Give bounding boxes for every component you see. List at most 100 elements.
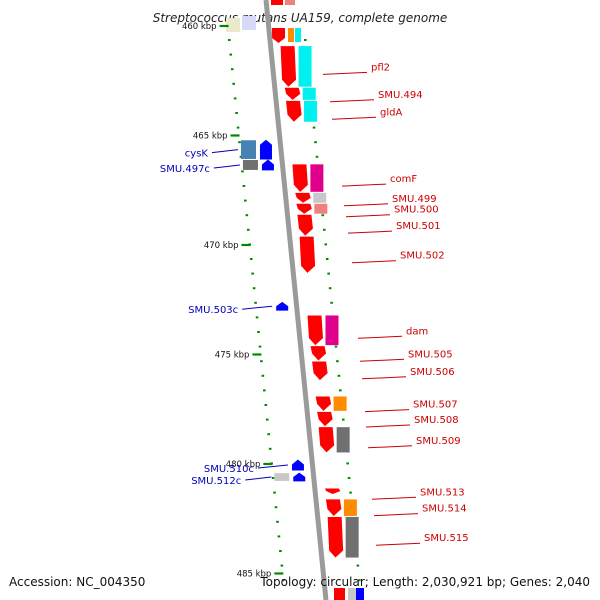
gene-smu-506-label: SMU.506: [410, 367, 455, 378]
edge-gene-block: [334, 588, 345, 600]
kbp-scale-labels: 460 kbp 465 kbp 470 kbp 475 kbp 480 kbp 485 k…: [182, 22, 284, 579]
edge-genes: [226, 0, 364, 600]
gene-smu-512c-label: SMU.512c: [191, 476, 241, 487]
gene-glda-leader: [331, 116, 377, 120]
kbp-label: 485 kbp: [237, 569, 272, 579]
gene-smu-513-leader: [371, 496, 417, 500]
kbp-label: 470 kbp: [204, 241, 239, 251]
tick-dot: [229, 53, 233, 56]
gene-smu-510c-arrow: [291, 459, 304, 471]
gene-smu-500-arrow: [296, 203, 312, 214]
edge-gene-block: [285, 0, 295, 5]
tick-dot: [315, 155, 319, 158]
tick-dot: [251, 272, 254, 275]
gene-dam-arrow: [307, 315, 323, 346]
gene-smu-507-leader: [364, 409, 410, 413]
gene-glda-cog: [304, 100, 318, 122]
gene-comf-label: comF: [390, 174, 417, 185]
gene-smu-507-arrow: [315, 396, 332, 411]
tick-dot: [267, 433, 271, 436]
edge-gene-block: [348, 588, 356, 600]
gene-smu-512c-arrow: [293, 472, 306, 482]
tick-dot: [268, 447, 272, 450]
gene-smu-513-label: SMU.513: [420, 487, 465, 498]
gene-smu-515-leader: [375, 542, 421, 546]
tick-dot: [347, 477, 351, 479]
tick-dot: [336, 360, 339, 363]
tick-dot: [245, 214, 249, 217]
tick-dot: [356, 564, 360, 567]
gene-smu-497c-cog: [242, 159, 258, 170]
edge-gene-block: [271, 0, 283, 5]
tick-dot: [271, 477, 275, 479]
gene-smu-502-leader: [351, 260, 397, 264]
edge-gene-block: [226, 18, 240, 32]
kbp-label: 465 kbp: [193, 131, 228, 141]
gene-pfl2-arrow: [280, 46, 297, 87]
tick-dot: [346, 462, 349, 465]
gene-glda-arrow: [286, 100, 302, 122]
gene-smu-500-cog: [314, 203, 328, 214]
gene-smu-515-arrow: [327, 516, 344, 558]
tick-dot: [277, 535, 281, 538]
gene-smu-509-cog: [336, 427, 350, 453]
gene-smu-508-label: SMU.508: [414, 415, 459, 426]
tick-dot: [238, 141, 241, 144]
kbp-tick: [252, 353, 262, 356]
gene-smu-500-leader: [345, 214, 391, 218]
accession-label: Accession: NC_004350: [9, 575, 145, 589]
gene-smu-510c-leader: [257, 464, 289, 469]
tick-dot: [261, 374, 265, 377]
gene-smu-499-cog: [313, 192, 327, 203]
tick-dot: [232, 82, 235, 85]
gene-smu-503c-leader: [242, 305, 273, 310]
edge-gene-block: [356, 588, 364, 600]
tick-dot: [233, 97, 237, 100]
tick-dot: [358, 579, 361, 582]
gene-smu-506-leader: [361, 376, 407, 380]
tick-dot: [322, 228, 326, 231]
tick-dot: [282, 579, 285, 582]
gene-pfl2-leader: [322, 71, 368, 75]
kbp-tick: [263, 462, 273, 466]
gene-smu-514-leader: [373, 513, 419, 517]
gene-smu-502-arrow: [299, 236, 316, 273]
tick-dot: [228, 39, 231, 41]
gene-smu-494-arrow: [284, 87, 301, 100]
tick-dot: [276, 520, 279, 523]
edge-gene-block: [288, 28, 294, 42]
gene-smu-505-label: SMU.505: [408, 349, 453, 360]
gene-features: [240, 46, 359, 558]
tick-dot: [304, 39, 307, 41]
tick-dot: [252, 287, 256, 290]
gene-smu-513-arrow: [324, 488, 341, 495]
gene-smu-506-arrow: [312, 361, 328, 381]
gene-cysk-cog: [240, 140, 256, 159]
tick-dot: [235, 112, 238, 114]
gene-smu-508-arrow: [317, 411, 333, 427]
gene-smu-505-leader: [359, 358, 405, 362]
tick-dot: [341, 418, 345, 421]
gene-cysk-arrow: [259, 139, 272, 160]
gene-glda-label: gldA: [380, 107, 402, 118]
gene-smu-512c-leader: [245, 476, 272, 481]
gene-smu-509-arrow: [318, 427, 335, 453]
tick-dot: [255, 316, 259, 319]
gene-smu-505-arrow: [310, 346, 327, 361]
gene-smu-494-leader: [329, 99, 375, 103]
gene-smu-500-label: SMU.500: [394, 205, 439, 216]
gene-smu-503c-label: SMU.503c: [188, 305, 238, 316]
tick-dot: [264, 404, 268, 406]
tick-dot: [263, 389, 266, 392]
tick-dot: [257, 331, 260, 333]
kbp-tick: [219, 24, 229, 28]
gene-smu-515-label: SMU.515: [424, 533, 469, 544]
tick-dot: [349, 491, 352, 494]
gene-smu-503c-arrow: [276, 301, 289, 311]
tick-dot: [242, 185, 246, 187]
tick-dot: [273, 491, 276, 494]
gene-smu-508-leader: [365, 424, 411, 428]
tick-dot: [265, 418, 269, 421]
